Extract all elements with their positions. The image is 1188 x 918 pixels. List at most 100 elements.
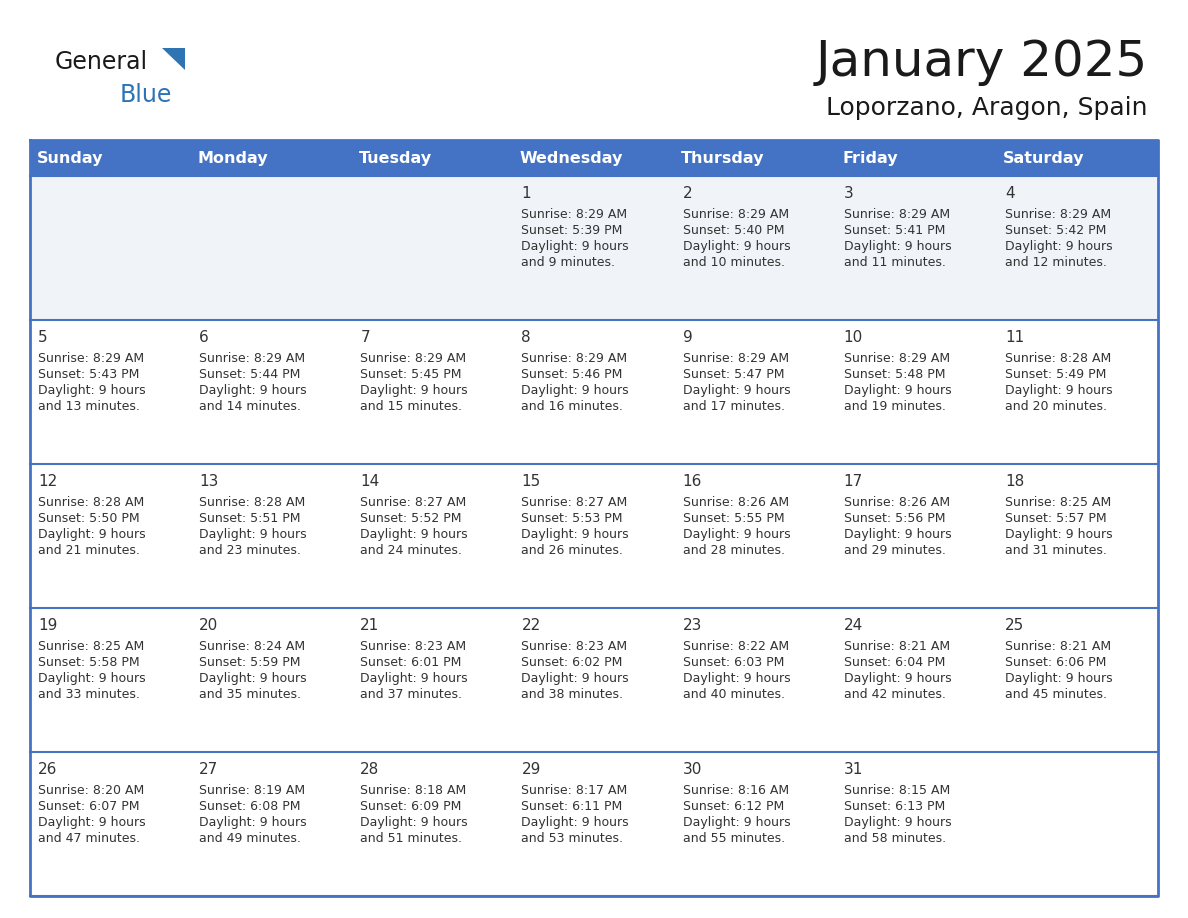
Text: Daylight: 9 hours: Daylight: 9 hours [522, 528, 630, 541]
Text: Sunset: 6:11 PM: Sunset: 6:11 PM [522, 800, 623, 813]
Text: Daylight: 9 hours: Daylight: 9 hours [360, 672, 468, 685]
Text: Daylight: 9 hours: Daylight: 9 hours [200, 672, 307, 685]
Text: Daylight: 9 hours: Daylight: 9 hours [683, 672, 790, 685]
Text: Sunrise: 8:18 AM: Sunrise: 8:18 AM [360, 784, 467, 797]
Text: and 40 minutes.: and 40 minutes. [683, 688, 784, 701]
Text: 9: 9 [683, 330, 693, 345]
Text: and 19 minutes.: and 19 minutes. [843, 400, 946, 413]
FancyBboxPatch shape [30, 140, 1158, 176]
Text: Sunrise: 8:29 AM: Sunrise: 8:29 AM [200, 352, 305, 365]
Text: Daylight: 9 hours: Daylight: 9 hours [38, 816, 146, 829]
Text: and 23 minutes.: and 23 minutes. [200, 544, 301, 557]
Text: Sunset: 5:47 PM: Sunset: 5:47 PM [683, 368, 784, 381]
Text: Daylight: 9 hours: Daylight: 9 hours [360, 384, 468, 397]
Text: 2: 2 [683, 186, 693, 201]
Text: Daylight: 9 hours: Daylight: 9 hours [843, 672, 952, 685]
Text: and 26 minutes.: and 26 minutes. [522, 544, 624, 557]
Text: Sunset: 5:52 PM: Sunset: 5:52 PM [360, 512, 462, 525]
Text: Friday: Friday [842, 151, 898, 165]
Text: and 51 minutes.: and 51 minutes. [360, 832, 462, 845]
Text: 11: 11 [1005, 330, 1024, 345]
Text: Daylight: 9 hours: Daylight: 9 hours [522, 672, 630, 685]
Text: 24: 24 [843, 618, 862, 633]
Text: and 14 minutes.: and 14 minutes. [200, 400, 301, 413]
Text: 28: 28 [360, 762, 379, 777]
Text: and 9 minutes.: and 9 minutes. [522, 256, 615, 269]
FancyBboxPatch shape [30, 176, 1158, 320]
Text: Daylight: 9 hours: Daylight: 9 hours [843, 528, 952, 541]
Text: Daylight: 9 hours: Daylight: 9 hours [360, 816, 468, 829]
FancyBboxPatch shape [30, 320, 1158, 464]
Text: and 38 minutes.: and 38 minutes. [522, 688, 624, 701]
Text: Sunrise: 8:21 AM: Sunrise: 8:21 AM [843, 640, 950, 653]
Text: and 42 minutes.: and 42 minutes. [843, 688, 946, 701]
Text: Saturday: Saturday [1004, 151, 1085, 165]
Text: 20: 20 [200, 618, 219, 633]
Text: Sunset: 6:04 PM: Sunset: 6:04 PM [843, 656, 946, 669]
Text: Sunrise: 8:27 AM: Sunrise: 8:27 AM [360, 496, 467, 509]
Text: Daylight: 9 hours: Daylight: 9 hours [38, 672, 146, 685]
Text: Sunset: 6:02 PM: Sunset: 6:02 PM [522, 656, 623, 669]
Text: Daylight: 9 hours: Daylight: 9 hours [683, 384, 790, 397]
Text: and 49 minutes.: and 49 minutes. [200, 832, 301, 845]
Text: Daylight: 9 hours: Daylight: 9 hours [1005, 672, 1112, 685]
Text: Sunset: 5:43 PM: Sunset: 5:43 PM [38, 368, 139, 381]
Text: Sunset: 5:53 PM: Sunset: 5:53 PM [522, 512, 623, 525]
Text: 29: 29 [522, 762, 541, 777]
Text: 4: 4 [1005, 186, 1015, 201]
Text: Monday: Monday [197, 151, 268, 165]
Text: 26: 26 [38, 762, 57, 777]
Text: 12: 12 [38, 474, 57, 489]
Text: Sunrise: 8:24 AM: Sunrise: 8:24 AM [200, 640, 305, 653]
Text: and 11 minutes.: and 11 minutes. [843, 256, 946, 269]
Text: Sunrise: 8:22 AM: Sunrise: 8:22 AM [683, 640, 789, 653]
Text: Daylight: 9 hours: Daylight: 9 hours [843, 384, 952, 397]
Text: 5: 5 [38, 330, 48, 345]
Text: Daylight: 9 hours: Daylight: 9 hours [683, 240, 790, 253]
Text: and 13 minutes.: and 13 minutes. [38, 400, 140, 413]
Text: Sunset: 5:55 PM: Sunset: 5:55 PM [683, 512, 784, 525]
Text: Sunrise: 8:29 AM: Sunrise: 8:29 AM [683, 208, 789, 221]
Text: Daylight: 9 hours: Daylight: 9 hours [200, 816, 307, 829]
Text: Sunset: 6:12 PM: Sunset: 6:12 PM [683, 800, 784, 813]
Text: and 20 minutes.: and 20 minutes. [1005, 400, 1107, 413]
Text: and 55 minutes.: and 55 minutes. [683, 832, 785, 845]
Text: 22: 22 [522, 618, 541, 633]
Text: Sunrise: 8:19 AM: Sunrise: 8:19 AM [200, 784, 305, 797]
Text: Sunset: 5:49 PM: Sunset: 5:49 PM [1005, 368, 1106, 381]
Text: Sunrise: 8:25 AM: Sunrise: 8:25 AM [1005, 496, 1111, 509]
Text: and 33 minutes.: and 33 minutes. [38, 688, 140, 701]
Text: Daylight: 9 hours: Daylight: 9 hours [1005, 240, 1112, 253]
Text: Daylight: 9 hours: Daylight: 9 hours [38, 528, 146, 541]
Text: and 10 minutes.: and 10 minutes. [683, 256, 784, 269]
Text: Daylight: 9 hours: Daylight: 9 hours [522, 240, 630, 253]
Text: Daylight: 9 hours: Daylight: 9 hours [1005, 384, 1112, 397]
Polygon shape [162, 48, 185, 70]
Text: Sunset: 5:58 PM: Sunset: 5:58 PM [38, 656, 140, 669]
Text: Sunrise: 8:17 AM: Sunrise: 8:17 AM [522, 784, 627, 797]
Text: 10: 10 [843, 330, 862, 345]
Text: Sunrise: 8:29 AM: Sunrise: 8:29 AM [843, 208, 950, 221]
Text: Sunset: 5:46 PM: Sunset: 5:46 PM [522, 368, 623, 381]
Text: General: General [55, 50, 148, 74]
Text: 16: 16 [683, 474, 702, 489]
Text: Sunset: 5:39 PM: Sunset: 5:39 PM [522, 224, 623, 237]
Text: Daylight: 9 hours: Daylight: 9 hours [843, 816, 952, 829]
Text: 1: 1 [522, 186, 531, 201]
Text: Sunset: 6:08 PM: Sunset: 6:08 PM [200, 800, 301, 813]
Text: Sunset: 6:13 PM: Sunset: 6:13 PM [843, 800, 944, 813]
Text: Daylight: 9 hours: Daylight: 9 hours [843, 240, 952, 253]
Text: Sunrise: 8:25 AM: Sunrise: 8:25 AM [38, 640, 144, 653]
Text: Sunrise: 8:29 AM: Sunrise: 8:29 AM [522, 352, 627, 365]
Text: 14: 14 [360, 474, 379, 489]
FancyBboxPatch shape [30, 752, 1158, 896]
Text: Sunset: 5:44 PM: Sunset: 5:44 PM [200, 368, 301, 381]
Text: and 45 minutes.: and 45 minutes. [1005, 688, 1107, 701]
Text: 23: 23 [683, 618, 702, 633]
Text: 31: 31 [843, 762, 864, 777]
Text: 21: 21 [360, 618, 379, 633]
Text: Blue: Blue [120, 83, 172, 107]
Text: Sunset: 6:06 PM: Sunset: 6:06 PM [1005, 656, 1106, 669]
Text: Sunrise: 8:16 AM: Sunrise: 8:16 AM [683, 784, 789, 797]
Text: Daylight: 9 hours: Daylight: 9 hours [683, 528, 790, 541]
